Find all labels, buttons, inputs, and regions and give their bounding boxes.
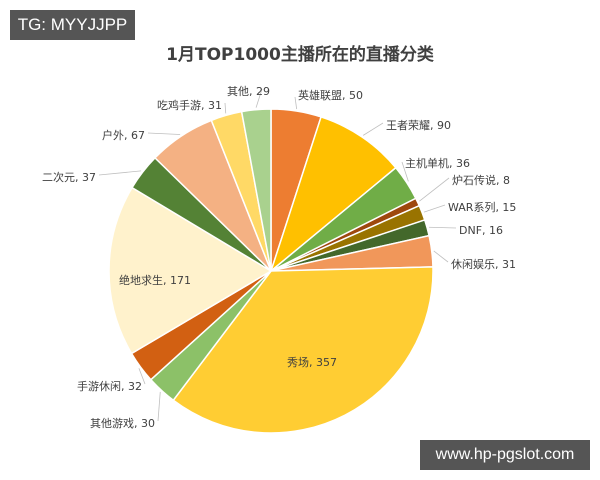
leader-line xyxy=(157,391,161,422)
data-label: 秀场, 357 xyxy=(287,355,337,369)
pie-slice xyxy=(172,266,434,434)
data-label: 其他, 29 xyxy=(227,85,270,98)
data-label: 英雄联盟, 50 xyxy=(298,88,363,102)
leader-line xyxy=(147,132,181,135)
leader-line xyxy=(362,122,384,136)
data-label: 王者荣耀, 90 xyxy=(386,119,451,132)
data-label: 绝地求生, 171 xyxy=(119,273,191,287)
data-label: 主机单机, 36 xyxy=(405,156,470,170)
tag-badge: TG: MYYJJPP xyxy=(10,10,135,40)
leader-line xyxy=(419,177,450,202)
data-label: 休闲娱乐, 31 xyxy=(451,257,516,271)
pie-slice xyxy=(240,108,272,272)
leader-line xyxy=(433,250,449,263)
leader-line xyxy=(401,161,409,182)
data-label: 吃鸡手游, 31 xyxy=(157,98,222,112)
leader-line xyxy=(98,170,142,176)
pie-slices xyxy=(108,108,434,434)
leader-line xyxy=(429,226,457,229)
pie-slice xyxy=(269,115,397,274)
data-labels: 英雄联盟, 50 王者荣耀, 90 主机单机, 36 炉石传说, 8 WAR系列, 15… xyxy=(42,85,516,430)
data-label: WAR系列, 15 xyxy=(448,200,516,214)
data-label: 炉石传说, 8 xyxy=(452,173,510,187)
leader-line xyxy=(138,368,146,385)
leader-line xyxy=(224,102,227,114)
chart-title: 1月TOP1000主播所在的直播分类 xyxy=(166,45,434,65)
data-label: 二次元, 37 xyxy=(42,170,96,184)
data-label: 其他游戏, 30 xyxy=(90,417,155,430)
data-label: 户外, 67 xyxy=(102,128,145,142)
watermark-badge: www.hp-pgslot.com xyxy=(420,440,590,470)
leader-line xyxy=(294,96,298,110)
data-label: DNF, 16 xyxy=(459,224,503,237)
pie-slice xyxy=(108,186,273,355)
data-label: 手游休闲, 32 xyxy=(77,379,142,393)
leader-line xyxy=(423,204,446,213)
leader-line xyxy=(255,88,263,108)
leader-lines xyxy=(98,88,457,422)
